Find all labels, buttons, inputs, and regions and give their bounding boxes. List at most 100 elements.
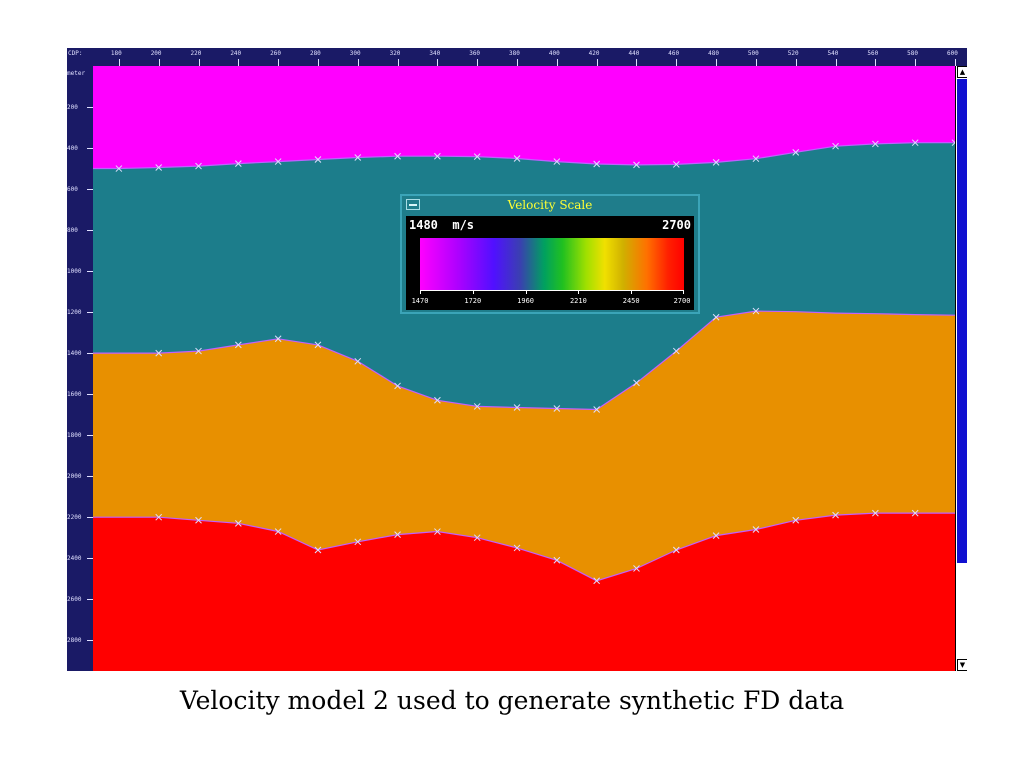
interface-marker bbox=[633, 565, 640, 572]
scrollbar-thumb[interactable] bbox=[957, 79, 967, 563]
marker-stroke bbox=[553, 405, 561, 412]
depth-axis-ruler: meter 200 400 600 800 1000 1200 1400 1600 1800 20… bbox=[67, 66, 93, 671]
marker-stroke bbox=[155, 349, 163, 357]
interface-marker bbox=[314, 156, 322, 163]
velocity-scale-tick bbox=[578, 290, 580, 294]
cdp-tick bbox=[357, 59, 359, 66]
marker-stroke bbox=[792, 516, 800, 524]
depth-tick-label: 800 bbox=[67, 227, 78, 235]
cdp-tick bbox=[955, 59, 956, 66]
velocity-max-value: 2700 bbox=[662, 218, 691, 232]
velocity-scale-tick-label: 1720 bbox=[464, 297, 482, 305]
marker-stroke bbox=[872, 140, 879, 148]
interface-marker bbox=[354, 538, 362, 546]
interface-marker bbox=[473, 403, 481, 410]
marker-stroke bbox=[195, 516, 202, 524]
depth-tick-label: 2400 bbox=[67, 555, 82, 563]
depth-tick bbox=[87, 312, 93, 314]
marker-stroke bbox=[633, 379, 640, 387]
cdp-tick bbox=[198, 59, 200, 66]
interface-marker bbox=[314, 546, 322, 554]
interface-marker bbox=[911, 139, 919, 147]
marker-stroke bbox=[712, 313, 720, 321]
depth-tick bbox=[87, 230, 93, 232]
cdp-tick bbox=[158, 59, 160, 66]
velocity-scale-titlebar[interactable]: Velocity Scale bbox=[402, 196, 698, 214]
velocity-layer-1 bbox=[93, 66, 955, 169]
interface-marker bbox=[234, 519, 242, 527]
depth-tick-label: 400 bbox=[67, 145, 78, 153]
cdp-tick-label: 500 bbox=[747, 50, 759, 57]
cdp-tick bbox=[915, 59, 917, 66]
cdp-tick bbox=[556, 59, 558, 66]
vertical-scrollbar[interactable]: ▲ ▼ bbox=[955, 66, 967, 671]
scroll-down-arrow-icon[interactable]: ▼ bbox=[957, 659, 967, 671]
marker-stroke bbox=[752, 155, 760, 163]
cdp-tick-label: 560 bbox=[867, 50, 879, 57]
cdp-tick bbox=[716, 59, 718, 66]
marker-stroke bbox=[473, 534, 481, 542]
interface-marker bbox=[394, 382, 401, 390]
cdp-tick bbox=[278, 59, 280, 66]
velocity-model-plot[interactable] bbox=[93, 66, 955, 671]
depth-tick-label: 2200 bbox=[67, 514, 82, 522]
cdp-tick-label: 520 bbox=[787, 50, 799, 57]
window-menu-button[interactable] bbox=[406, 199, 420, 210]
depth-tick-label: 1000 bbox=[67, 268, 82, 276]
velocity-scale-tick-label: 1470 bbox=[411, 297, 429, 305]
interface-marker bbox=[314, 341, 322, 349]
marker-stroke bbox=[513, 404, 521, 411]
interface-marker bbox=[792, 148, 800, 156]
marker-stroke bbox=[593, 577, 601, 585]
marker-stroke bbox=[712, 159, 720, 166]
velocity-scale-tick bbox=[525, 290, 527, 294]
cdp-tick-label: 600 bbox=[947, 50, 958, 57]
velocity-scale-tick bbox=[683, 290, 684, 294]
cdp-tick-label: 540 bbox=[827, 50, 839, 57]
depth-tick-label: 2000 bbox=[67, 473, 82, 481]
cdp-tick bbox=[517, 59, 519, 66]
interface-marker bbox=[792, 516, 800, 524]
cdp-tick-label: 360 bbox=[469, 50, 481, 57]
cdp-tick bbox=[118, 59, 120, 66]
interface-marker bbox=[553, 556, 561, 564]
interface-marker bbox=[872, 509, 879, 517]
depth-tick-label: 1200 bbox=[67, 309, 82, 317]
depth-tick bbox=[87, 148, 93, 150]
marker-stroke bbox=[274, 528, 282, 535]
marker-stroke bbox=[911, 139, 919, 147]
interface-marker bbox=[553, 158, 561, 165]
marker-stroke bbox=[314, 156, 322, 163]
interface-marker bbox=[195, 347, 202, 355]
depth-tick bbox=[87, 476, 93, 478]
velocity-scale-tick-label: 2700 bbox=[673, 297, 691, 305]
interface-marker bbox=[712, 159, 720, 166]
marker-stroke bbox=[234, 160, 242, 167]
cdp-tick-label: 420 bbox=[588, 50, 600, 57]
interface-marker bbox=[274, 158, 282, 165]
interface-marker bbox=[234, 160, 242, 167]
velocity-scale-tick-label: 2210 bbox=[569, 297, 587, 305]
interface-marker bbox=[752, 307, 760, 315]
marker-stroke bbox=[513, 544, 521, 552]
interface-marker bbox=[155, 349, 163, 357]
velocity-model-viewer: CDP: 180 200 220 240 260 280 300 320 340 360 380 40… bbox=[67, 48, 967, 671]
marker-stroke bbox=[274, 158, 282, 165]
velocity-current-value: 1480 bbox=[409, 218, 438, 232]
marker-stroke bbox=[434, 152, 441, 160]
interface-marker bbox=[434, 528, 441, 535]
marker-stroke bbox=[633, 161, 640, 169]
marker-stroke bbox=[195, 162, 202, 170]
marker-stroke bbox=[593, 406, 601, 413]
interface-line-3 bbox=[93, 512, 955, 582]
marker-stroke bbox=[394, 382, 401, 390]
velocity-scale-window[interactable]: Velocity Scale 1480 m/s 2700 1470 1720 196… bbox=[400, 194, 700, 314]
marker-stroke bbox=[274, 335, 282, 343]
marker-stroke bbox=[354, 538, 362, 546]
depth-tick-label: 1800 bbox=[67, 432, 82, 440]
interface-marker bbox=[712, 532, 720, 539]
interface-marker bbox=[633, 161, 640, 169]
scroll-up-arrow-icon[interactable]: ▲ bbox=[957, 66, 967, 78]
cdp-tick-label: 400 bbox=[548, 50, 560, 57]
depth-tick bbox=[87, 107, 93, 109]
